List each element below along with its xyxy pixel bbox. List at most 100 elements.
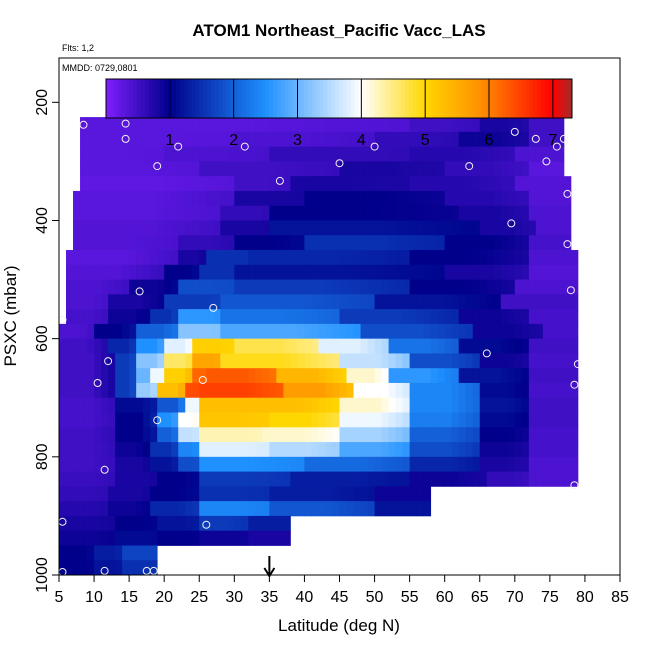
heatmap-cell	[206, 471, 214, 487]
heatmap-cell	[318, 264, 326, 280]
heatmap-cell	[136, 279, 144, 295]
heatmap-cell	[325, 205, 333, 221]
heatmap-cell	[486, 279, 495, 295]
heatmap-cell	[472, 338, 481, 354]
heatmap-cell	[556, 264, 565, 280]
heatmap-cell	[360, 161, 368, 177]
heatmap-cell	[451, 117, 460, 133]
heatmap-cell	[304, 176, 312, 192]
heatmap-cell	[332, 382, 340, 399]
heatmap-cell	[248, 442, 256, 458]
heatmap-cell	[122, 205, 130, 221]
heatmap-cell	[171, 279, 179, 295]
heatmap-cell	[409, 412, 418, 428]
heatmap-cell	[381, 264, 389, 280]
heatmap-cell	[234, 205, 242, 221]
heatmap-cell	[430, 250, 439, 266]
heatmap-cell	[59, 382, 67, 399]
heatmap-cell	[500, 382, 509, 399]
heatmap-cell	[213, 176, 221, 192]
y-axis-label: PSXC (mbar)	[1, 265, 20, 366]
heatmap-cell	[87, 442, 95, 458]
heatmap-cell	[556, 220, 565, 236]
heatmap-cell	[521, 176, 530, 192]
heatmap-cell	[269, 205, 277, 221]
heatmap-cell	[472, 309, 481, 325]
heatmap-cell	[220, 161, 228, 177]
heatmap-cell	[409, 382, 418, 399]
heatmap-cell	[332, 176, 340, 192]
heatmap-cell	[395, 294, 404, 310]
heatmap-cell	[430, 471, 439, 487]
colorbar-segment	[160, 79, 165, 118]
heatmap-cell	[73, 486, 81, 502]
colorbar-segment	[556, 79, 561, 118]
heatmap-cell	[101, 294, 109, 310]
heatmap-cell	[479, 294, 488, 310]
heatmap-cell	[304, 382, 312, 399]
heatmap-cell	[101, 235, 109, 251]
heatmap-cell	[381, 323, 389, 340]
heatmap-cell	[416, 176, 425, 192]
heatmap-cell	[381, 146, 389, 162]
heatmap-cell	[521, 161, 530, 177]
heatmap-cell	[444, 382, 453, 399]
heatmap-cell	[73, 368, 81, 384]
heatmap-cell	[108, 382, 116, 399]
heatmap-cell	[234, 515, 242, 532]
heatmap-cell	[255, 515, 263, 532]
heatmap-cell	[157, 353, 165, 369]
heatmap-cell	[563, 309, 572, 325]
heatmap-cell	[374, 501, 382, 517]
heatmap-cell	[339, 382, 347, 399]
heatmap-cell	[171, 456, 179, 472]
heatmap-cell	[556, 190, 565, 207]
heatmap-cell	[122, 250, 130, 266]
heatmap-cell	[290, 486, 298, 502]
heatmap-cell	[486, 368, 495, 384]
heatmap-cell	[276, 501, 284, 517]
heatmap-cell	[164, 486, 172, 502]
heatmap-cell	[129, 353, 137, 369]
heatmap-cell	[353, 397, 361, 413]
heatmap-cell	[80, 117, 88, 133]
heatmap-cell	[367, 412, 375, 428]
heatmap-cell	[395, 412, 404, 428]
heatmap-cell	[290, 131, 298, 148]
heatmap-cell	[227, 338, 235, 354]
heatmap-cell	[87, 161, 95, 177]
heatmap-cell	[143, 501, 151, 517]
heatmap-cell	[262, 205, 270, 221]
heatmap-cell	[164, 117, 172, 133]
heatmap-cell	[367, 190, 375, 207]
heatmap-cell	[416, 220, 425, 236]
heatmap-cell	[248, 456, 256, 472]
heatmap-cell	[248, 486, 256, 502]
heatmap-cell	[416, 471, 425, 487]
colorbar-tick-label: 5	[421, 132, 430, 149]
colorbar-segment	[300, 79, 305, 118]
heatmap-cell	[87, 545, 95, 561]
heatmap-cell	[521, 338, 530, 354]
heatmap-cell	[297, 368, 305, 384]
colorbar-segment	[137, 79, 142, 118]
x-tick-label: 70	[506, 589, 524, 606]
heatmap-cell	[521, 442, 530, 458]
colorbar-segment	[358, 79, 363, 118]
heatmap-cell	[94, 442, 102, 458]
heatmap-cell	[409, 117, 418, 133]
x-tick-label: 20	[155, 589, 173, 606]
heatmap-cell	[311, 382, 319, 399]
heatmap-cell	[143, 412, 151, 428]
heatmap-cell	[437, 279, 446, 295]
heatmap-cell	[164, 190, 172, 207]
heatmap-cell	[395, 501, 404, 517]
heatmap-cell	[465, 250, 474, 266]
heatmap-cell	[472, 412, 481, 428]
heatmap-cell	[388, 427, 396, 443]
heatmap-cell	[66, 427, 74, 443]
heatmap-cell	[129, 427, 137, 443]
heatmap-cell	[374, 412, 382, 428]
heatmap-cell	[493, 427, 502, 443]
heatmap-cell	[325, 309, 333, 325]
